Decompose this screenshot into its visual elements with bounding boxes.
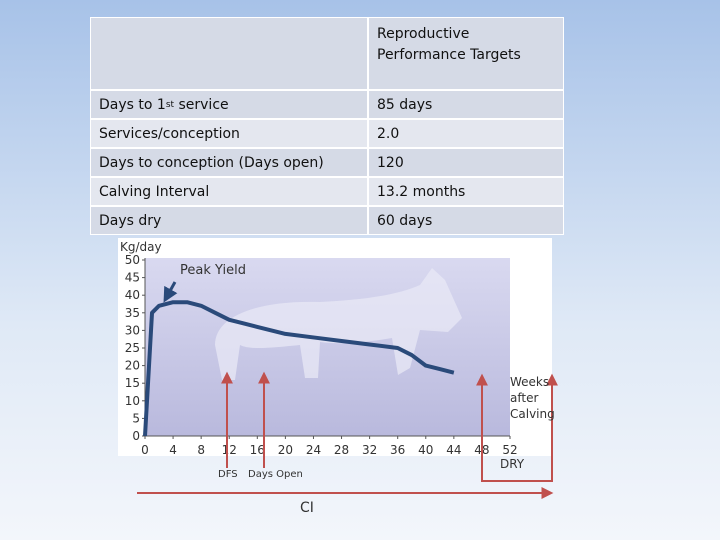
- annotation: Peak Yield: [180, 263, 246, 278]
- y-tick-label: 0: [132, 429, 140, 443]
- x-tick-label: 32: [362, 443, 377, 457]
- y-axis-label: Kg/day: [120, 240, 162, 254]
- y-tick-label: 40: [125, 288, 140, 302]
- cow-illustration: [215, 268, 462, 380]
- ci-label: CI: [300, 500, 314, 516]
- x-tick-label: 24: [306, 443, 321, 457]
- label-part: Services/conception: [99, 125, 240, 142]
- y-tick-label: 25: [125, 341, 140, 355]
- x-axis-label: Weeks: [510, 375, 549, 389]
- row-value: 85 days: [368, 90, 564, 119]
- row-label: Days to conception (Days open): [90, 148, 368, 177]
- x-tick-label: 8: [197, 443, 205, 457]
- label-part: Calving Interval: [99, 183, 210, 200]
- label-part: Days to conception (Days open): [99, 154, 324, 171]
- y-tick-label: 50: [125, 253, 140, 267]
- row-value: 60 days: [368, 206, 564, 235]
- x-tick-label: 52: [502, 443, 517, 457]
- y-tick-label: 20: [125, 359, 140, 373]
- x-tick-label: 44: [446, 443, 461, 457]
- dfs-label: DFS: [218, 469, 238, 480]
- x-tick-label: 4: [169, 443, 177, 457]
- label-part: service: [174, 96, 229, 113]
- x-tick-label: 12: [222, 443, 237, 457]
- row-label: Services/conception: [90, 119, 368, 148]
- x-axis-label: after: [510, 391, 538, 405]
- header-empty: [90, 17, 368, 90]
- row-value: 120: [368, 148, 564, 177]
- y-tick-label: 15: [125, 376, 140, 390]
- x-tick-label: 36: [390, 443, 405, 457]
- x-tick-label: 20: [278, 443, 293, 457]
- dry-bracket: [481, 378, 553, 482]
- y-tick-label: 10: [125, 394, 140, 408]
- plot-area: [145, 258, 510, 436]
- days-open-label: Days Open: [248, 469, 303, 480]
- dry-label: DRY: [500, 457, 525, 471]
- x-axis-label: Calving: [510, 407, 555, 421]
- row-label: Calving Interval: [90, 177, 368, 206]
- x-tick-label: 0: [141, 443, 149, 457]
- y-tick-label: 30: [125, 323, 140, 337]
- peak-arrow: [163, 281, 178, 303]
- header-line: Performance Targets: [377, 47, 521, 63]
- label-part: st: [165, 99, 175, 110]
- row-label: Days dry: [90, 206, 368, 235]
- x-tick-label: 40: [418, 443, 433, 457]
- row-value: 2.0: [368, 119, 564, 148]
- y-tick-label: 35: [125, 306, 140, 320]
- y-tick-label: 5: [132, 411, 140, 425]
- row-value: 13.2 months: [368, 177, 564, 206]
- x-tick-label: 16: [250, 443, 265, 457]
- y-tick-label: 45: [125, 271, 140, 285]
- label-part: Days dry: [99, 212, 162, 229]
- header-line: Reproductive: [377, 26, 470, 42]
- x-tick-label: 28: [334, 443, 349, 457]
- header-cell: Reproductive Performance Targets: [368, 17, 564, 90]
- label-part: Days to 1: [99, 96, 166, 113]
